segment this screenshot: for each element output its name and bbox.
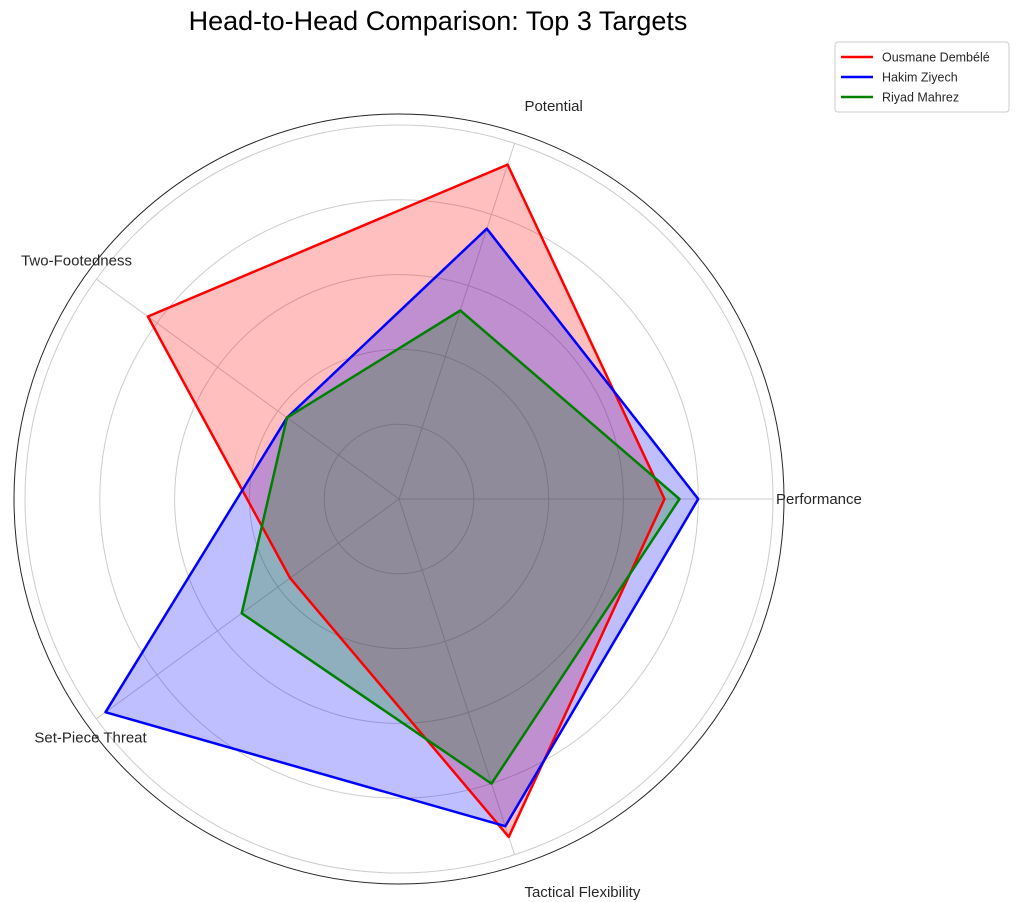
spoke-line (398, 143, 516, 500)
legend-box (834, 41, 1010, 113)
category-label: Set-Piece Threat (34, 730, 147, 747)
series-line (104, 227, 700, 828)
series-area (241, 310, 680, 784)
radar-series (104, 163, 700, 839)
series-line (240, 309, 681, 785)
chart-title: Head-to-Head Comparison: Top 3 Targets (189, 6, 688, 36)
spoke-line (96, 498, 400, 720)
plot-frame (13, 113, 785, 885)
category-label: Tactical Flexibility (524, 884, 640, 901)
legend-entry: Ousmane Dembélé (882, 51, 990, 65)
series-area (105, 228, 699, 827)
spoke-line (398, 498, 516, 855)
legend: Ousmane Dembélé Hakim Ziyech Riyad Mahrez (834, 41, 1010, 113)
category-labels: Performance Potential Two-Footedness Set-Pi… (21, 98, 862, 901)
legend-entry: Riyad Mahrez (882, 91, 959, 105)
category-label: Performance (776, 491, 862, 508)
category-label: Two-Footedness (21, 252, 132, 269)
category-label: Potential (524, 98, 582, 115)
legend-entry: Hakim Ziyech (882, 71, 958, 85)
spoke-line (96, 278, 400, 500)
series-area (147, 164, 665, 837)
series-line (146, 163, 666, 839)
